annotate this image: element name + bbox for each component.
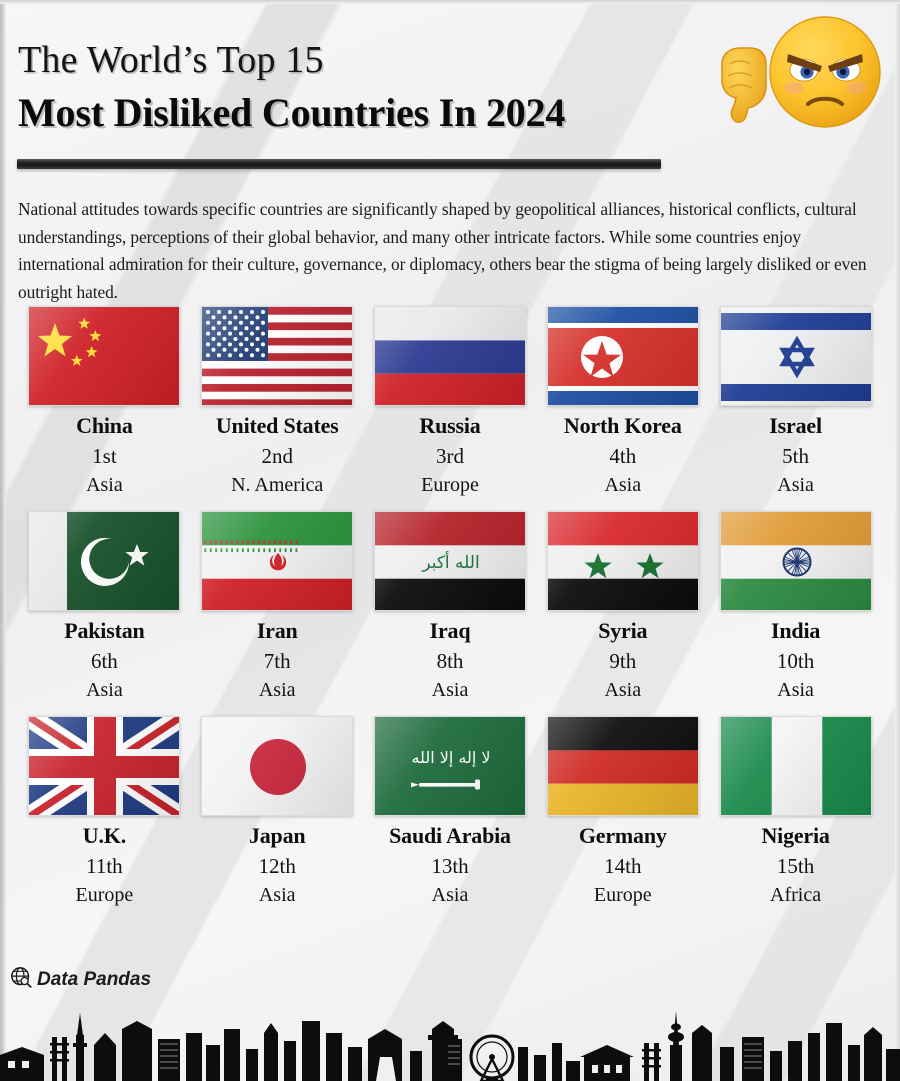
country-name: North Korea [563, 413, 682, 438]
country-cell: Russia 3rd Europe [364, 306, 537, 497]
country-cell: U.K. 11th Europe [18, 716, 191, 907]
country-cell: لا إله إلا الله Saudi Arabia 13th Asia [364, 716, 537, 907]
flag-iran: ▮▮▮▮▮▮▮▮▮▮▮▮▮▮▮▮▮▮ ▮▮▮▮▮▮▮▮▮▮▮▮▮▮▮▮▮▮ [201, 511, 354, 611]
flag-north-korea [546, 306, 699, 406]
country-name: Saudi Arabia [389, 823, 511, 848]
country-rank: 8th [436, 649, 464, 673]
flag-united-kingdom [28, 716, 181, 816]
title-line-1: The World’s Top 15 [18, 39, 324, 81]
country-region: Asia [777, 679, 814, 701]
country-rank: 9th [609, 649, 637, 673]
country-name: Iran [256, 618, 298, 643]
country-cell: China 1st Asia [18, 306, 191, 497]
flag-iraq: الله أكبر [373, 511, 526, 611]
country-region: Africa [770, 884, 822, 906]
flag-germany [546, 716, 699, 816]
country-cell: Japan 12th Asia [191, 716, 364, 907]
flag-japan [201, 716, 354, 816]
country-cell: Syria 9th Asia [536, 511, 709, 702]
city-skyline-silhouette [0, 999, 900, 1081]
globe-magnifier-icon [10, 966, 33, 994]
country-cell: Germany 14th Europe [536, 716, 709, 907]
country-cell: United States 2nd N. America [191, 306, 364, 497]
country-name: Nigeria [761, 823, 830, 848]
country-rank: 10th [776, 649, 815, 673]
country-rank: 1st [92, 444, 117, 468]
country-region: Europe [593, 884, 652, 906]
country-name: Syria [598, 618, 648, 643]
flag-pakistan [28, 511, 181, 611]
country-region: Asia [258, 884, 296, 906]
country-rank: 5th [782, 444, 810, 468]
country-region: Asia [777, 474, 814, 496]
country-rank: 15th [776, 854, 815, 878]
country-cell: Israel 5th Asia [709, 306, 882, 497]
country-region: Asia [258, 679, 296, 701]
country-cell: Pakistan 6th Asia [18, 511, 191, 702]
country-name: China [76, 413, 133, 438]
country-region: Asia [604, 474, 642, 496]
country-name: Russia [419, 413, 481, 438]
svg-text:▮▮▮▮▮▮▮▮▮▮▮▮▮▮▮▮▮▮: ▮▮▮▮▮▮▮▮▮▮▮▮▮▮▮▮▮▮ [204, 540, 300, 546]
flag-israel [719, 306, 872, 406]
country-rank: 2nd [261, 444, 293, 468]
page-header: The World’s Top 15 Most Disliked Countri… [18, 38, 738, 137]
brand-name: Data Pandas [37, 969, 152, 990]
country-region: Asia [431, 679, 469, 701]
country-cell: North Korea 4th Asia [536, 306, 709, 497]
flag-russia [373, 306, 526, 406]
angry-face-thumbs-down-icon [710, 12, 890, 142]
country-name: Japan [248, 823, 306, 848]
country-name: Germany [578, 823, 667, 848]
flag-nigeria [719, 716, 872, 816]
country-cell: India 10th Asia [709, 511, 882, 702]
flag-united-states [201, 306, 354, 406]
country-rank: 7th [263, 649, 291, 673]
right-edge-strip [895, 0, 900, 1081]
page-title: Most Disliked Countries In 2024 [18, 89, 566, 135]
flag-syria [546, 511, 699, 611]
country-cell: Nigeria 15th Africa [709, 716, 882, 907]
intro-paragraph: National attitudes towards specific coun… [18, 199, 867, 302]
country-region: Asia [431, 884, 469, 906]
country-name: U.K. [82, 823, 126, 848]
country-name: India [771, 618, 821, 643]
left-edge-strip [0, 0, 6, 1081]
country-rank: 11th [86, 854, 123, 878]
country-region: Asia [86, 679, 123, 701]
country-name: United States [215, 413, 339, 438]
country-rank: 13th [431, 854, 469, 878]
flag-china [28, 306, 181, 406]
top-edge-strip [0, 0, 900, 4]
svg-text:الله أكبر: الله أكبر [421, 551, 479, 573]
country-region: N. America [231, 474, 324, 496]
country-region: Europe [75, 884, 134, 906]
country-cell: الله أكبر Iraq 8th Asia [364, 511, 537, 702]
country-rank: 14th [604, 854, 642, 878]
svg-text:▮▮▮▮▮▮▮▮▮▮▮▮▮▮▮▮▮▮: ▮▮▮▮▮▮▮▮▮▮▮▮▮▮▮▮▮▮ [204, 548, 300, 554]
country-name: Israel [769, 413, 822, 438]
title-divider-rule [17, 159, 661, 169]
country-region: Asia [86, 474, 123, 496]
svg-text:لا إله إلا الله: لا إله إلا الله [411, 748, 490, 767]
country-region: Asia [604, 679, 642, 701]
flag-india [719, 511, 872, 611]
country-grid: China 1st Asia [18, 306, 882, 907]
country-rank: 6th [90, 649, 118, 673]
country-name: Iraq [429, 618, 471, 643]
flag-saudi-arabia: لا إله إلا الله [373, 716, 526, 816]
country-rank: 4th [609, 444, 637, 468]
country-cell: ▮▮▮▮▮▮▮▮▮▮▮▮▮▮▮▮▮▮ ▮▮▮▮▮▮▮▮▮▮▮▮▮▮▮▮▮▮ Ir… [191, 511, 364, 702]
brand-credit: Data Pandas [10, 966, 151, 994]
country-region: Europe [421, 474, 479, 496]
country-rank: 12th [258, 854, 296, 878]
country-rank: 3rd [435, 444, 464, 468]
country-name: Pakistan [64, 618, 145, 643]
